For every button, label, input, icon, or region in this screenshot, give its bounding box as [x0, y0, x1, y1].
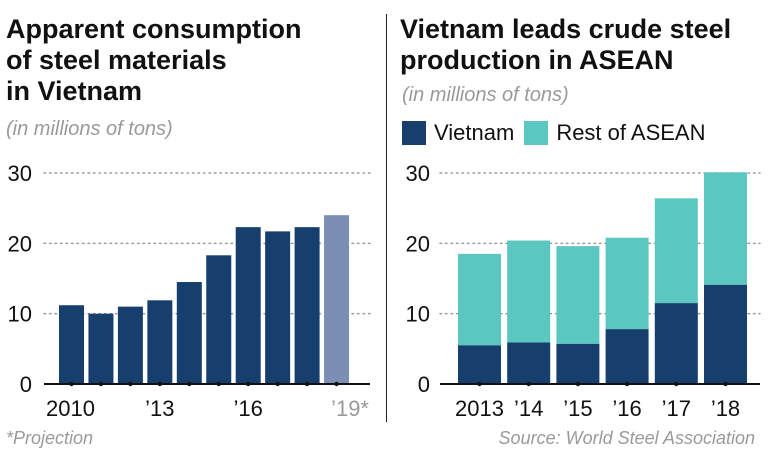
- right-x-tick-label: ’18: [711, 396, 740, 421]
- left-x-tick-label: ’16: [234, 396, 263, 421]
- left-x-tick-label: ’13: [145, 396, 174, 421]
- left-y-tick-label: 20: [8, 231, 32, 256]
- right-bar-vietnam: [704, 284, 747, 384]
- right-x-tick-label: 2013: [455, 396, 504, 421]
- left-bar: [176, 282, 202, 384]
- right-bar-rest-of-asean: [605, 237, 649, 330]
- right-x-tick-label: ’15: [563, 396, 592, 421]
- right-x-tick-label: ’16: [612, 396, 641, 421]
- right-bar-rest-of-asean: [507, 240, 551, 343]
- right-x-tick-label: ’17: [662, 396, 691, 421]
- source-note: Source: World Steel Association: [498, 428, 755, 448]
- right-chart-subtitle: (in millions of tons): [402, 84, 569, 106]
- left-bar: [324, 215, 350, 384]
- legend-swatch-rest-of-asean: [524, 121, 549, 145]
- left-bar: [88, 313, 114, 384]
- right-bar-vietnam: [507, 342, 551, 384]
- chart-divider: [386, 14, 387, 422]
- right-bar-vietnam: [458, 345, 501, 384]
- right-bar-vietnam: [605, 329, 649, 384]
- right-bar-rest-of-asean: [556, 246, 600, 344]
- right-y-tick-label: 20: [406, 231, 430, 256]
- left-title-line-1: Apparent consumption: [6, 14, 302, 44]
- legend-label-rest-of-asean: Rest of ASEAN: [556, 120, 706, 145]
- left-title-line-2: of steel materials: [6, 45, 227, 75]
- left-bar: [265, 231, 291, 384]
- left-bar: [117, 306, 143, 384]
- right-stacked-bar-chart: 0 10 20 30 2013 ’14 ’15 ’16 ’17 ’18: [406, 161, 761, 421]
- left-chart-title: Apparent consumption of steel materials …: [6, 14, 302, 107]
- left-bar: [59, 305, 84, 384]
- left-chart-subtitle: (in millions of tons): [6, 118, 173, 140]
- legend-swatch-vietnam: [402, 121, 426, 145]
- right-x-tick-label: ’14: [514, 396, 543, 421]
- left-y-tick-label: 10: [8, 302, 32, 327]
- left-y-tick-label: 30: [8, 161, 32, 186]
- left-bar-chart: 0 10 20 30 2010 ’13 ’16 ’19*: [8, 161, 371, 421]
- right-bar-vietnam: [654, 303, 698, 384]
- right-bar-vietnam: [556, 343, 600, 384]
- right-chart-legend: Vietnam Rest of ASEAN: [402, 120, 716, 146]
- left-x-tick-label: ’19*: [331, 396, 369, 421]
- right-title-line-1: Vietnam leads crude steel: [400, 14, 732, 44]
- right-y-tick-label: 10: [406, 302, 430, 327]
- left-bar: [147, 300, 173, 384]
- right-bar-rest-of-asean: [704, 172, 747, 285]
- left-y-tick-label: 0: [20, 372, 32, 397]
- left-x-tick-label: 2010: [46, 396, 95, 421]
- right-title-line-2: production in ASEAN: [400, 45, 674, 75]
- right-bar-rest-of-asean: [458, 253, 501, 346]
- left-bar: [206, 255, 232, 384]
- right-y-tick-label: 0: [418, 372, 430, 397]
- right-chart-title: Vietnam leads crude steel production in …: [400, 14, 731, 76]
- left-bar: [235, 227, 261, 384]
- right-bar-rest-of-asean: [654, 198, 698, 304]
- left-bar: [294, 227, 320, 384]
- right-y-tick-label: 30: [406, 161, 430, 186]
- legend-label-vietnam: Vietnam: [434, 120, 515, 145]
- projection-footnote: *Projection: [6, 428, 94, 448]
- left-title-line-3: in Vietnam: [6, 76, 143, 106]
